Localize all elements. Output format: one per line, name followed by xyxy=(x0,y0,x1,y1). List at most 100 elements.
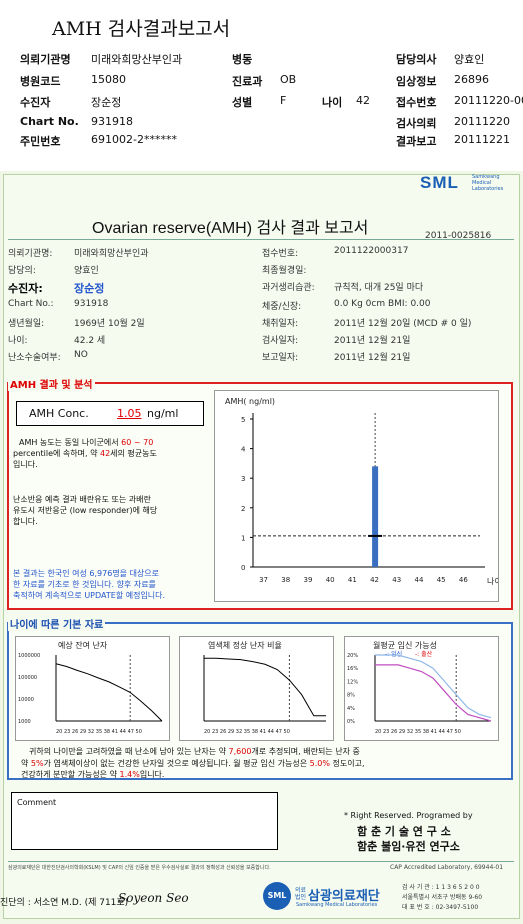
y-tick-label: 10000 xyxy=(18,697,34,703)
x-tick-labels: 20 23 26 29 32 35 38 41 44 47 50 xyxy=(204,729,290,735)
info-right-label: 과거생리습관: xyxy=(262,283,315,293)
y-tick-label: 5 xyxy=(241,416,245,424)
info-left-label: 의뢰기관명: xyxy=(8,249,53,259)
header-value: 양효인 xyxy=(454,53,485,66)
normal-egg-ratio-chart: 염색체 정상 난자 비율 20 23 26 29 32 35 38 41 44 4… xyxy=(179,636,334,741)
header-value: 42 xyxy=(356,94,370,107)
sml-logo-sub: Samkwang Medical Laboratories xyxy=(472,174,504,192)
info-left-label: Chart No.: xyxy=(8,299,54,309)
amh-text-3: 입니다. xyxy=(13,460,38,469)
info-left-label: 담당의: xyxy=(8,266,36,276)
basic-section-title: 나이에 따른 기본 자료 xyxy=(8,616,106,631)
amh-text-2: percentile에 속하며, 약 42세의 평균농도 xyxy=(13,449,157,458)
info-right-label: 체중/신장: xyxy=(262,302,302,312)
report-id: 2011-0025816 xyxy=(425,231,492,241)
info-right-value: 0.0 Kg 0cm BMI: 0.00 xyxy=(334,299,431,309)
y-tick-label: 100000 xyxy=(18,675,37,681)
rights-line-3: 함춘 불임·유전 연구소 xyxy=(357,840,460,853)
info-left-label: 나이: xyxy=(8,336,28,346)
x-tick-label: 45 xyxy=(437,576,446,584)
amh-conc-unit: ng/ml xyxy=(147,407,179,420)
rights-line-1: * Right Reserved. Programed by xyxy=(344,811,473,820)
header-label: 나이 xyxy=(322,96,343,109)
comment-label: Comment xyxy=(17,798,57,807)
sml-circle-logo: SML xyxy=(263,882,291,910)
header-value: OB xyxy=(280,73,297,86)
info-right-value: 규칙적, 대개 25일 마다 xyxy=(334,283,424,293)
info-left-label: 생년월일: xyxy=(8,319,45,329)
basic-data-section: 예상 잔여 난자 20 23 26 29 32 35 38 41 44 47 50… xyxy=(7,622,513,780)
amh-section-title: AMH 결과 및 분석 xyxy=(8,376,95,391)
header-label: 수진자 xyxy=(20,96,51,109)
amh-range-bar xyxy=(372,466,379,567)
x-axis-label: 나이 xyxy=(487,576,499,586)
info-left-value: 931918 xyxy=(74,299,109,309)
x-tick-label: 41 xyxy=(348,576,357,584)
y-tick-label: 16% xyxy=(347,666,358,672)
amh-conc-label: AMH Conc. xyxy=(29,407,89,420)
report-heading: Ovarian reserve(AMH) 검사 결과 보고서 xyxy=(92,220,369,237)
info-right-value: 2011년 12월 20일 (MCD # 0 일) xyxy=(334,319,472,329)
addr-1: 검 사 기 관 : 1 1 3 6 5 2 0 0 xyxy=(402,884,480,891)
x-tick-label: 42 xyxy=(370,576,379,584)
chart-title: 월평균 임신 가능성 xyxy=(373,640,437,650)
y-axis-label: AMH( ng/ml) xyxy=(225,397,275,406)
header-label: 검사의뢰 xyxy=(396,117,437,130)
header-value: 691002-2****** xyxy=(91,133,177,146)
y-tick-label: 8% xyxy=(347,693,355,699)
info-right-value: 2011년 12월 21일 xyxy=(334,336,411,346)
header-label: 병동 xyxy=(232,53,253,66)
amh-text-1: AMH 농도는 동일 나이군에서 60 ~ 70 xyxy=(19,438,154,447)
amh-conc-value: 1.05 xyxy=(117,407,142,420)
header-label: 의뢰기관명 xyxy=(20,53,71,66)
foundation-en: Samkwang Medical Laboratories xyxy=(296,902,378,908)
y-tick-label: 20% xyxy=(347,653,358,659)
report-title: AMH 검사결과보고서 xyxy=(52,18,231,40)
amh-text-6: 합니다. xyxy=(13,517,38,526)
header-label: 접수번호 xyxy=(396,96,437,109)
doctor-name: 진단의 : 서소연 M.D. (제 711호) xyxy=(0,898,129,908)
amh-chart: AMH( ng/ml)01234537383940414243444546나이 xyxy=(214,390,499,602)
x-tick-labels: 20 23 26 29 32 35 38 41 44 47 50 xyxy=(56,729,142,735)
legend-birth: -: 출산 xyxy=(415,650,433,658)
y-tick-label: 1000 xyxy=(18,719,31,725)
header-label: 담당의사 xyxy=(396,53,437,66)
header-value: 20111221 xyxy=(454,133,510,146)
x-tick-labels: 20 23 26 29 32 35 38 41 44 47 50 xyxy=(375,729,461,735)
x-tick-label: 44 xyxy=(415,576,424,584)
x-tick-label: 39 xyxy=(304,576,313,584)
info-right-value: 2011년 12월 21일 xyxy=(334,353,411,363)
y-tick-label: 4% xyxy=(347,706,355,712)
amh-section: AMH Conc. 1.05 ng/ml AMH 농도는 동일 나이군에서 60… xyxy=(7,382,513,610)
header-value: 15080 xyxy=(91,73,126,86)
info-left-value: NO xyxy=(74,350,88,360)
y-tick-label: 12% xyxy=(347,679,358,685)
amh-note-3: 축적하여 계속적으로 UPDATE할 예정입니다. xyxy=(13,591,166,600)
cert-text: 삼광의료재단은 대한진단검사의학회(KSLM) 및 CAP의 신임 인증을 받은… xyxy=(8,865,271,871)
footer-divider xyxy=(8,861,514,862)
addr-3: 대 표 번 호 : 02-3497-5100 xyxy=(402,904,479,911)
chart-title: 예상 잔여 난자 xyxy=(58,640,108,650)
amh-conc-box: AMH Conc. 1.05 ng/ml xyxy=(16,401,204,426)
x-tick-label: 40 xyxy=(326,576,335,584)
chart-title: 염색체 정상 난자 비율 xyxy=(208,640,282,650)
foundation-prefix: 의료법인 xyxy=(295,887,307,901)
legend-pregnancy: -: 임신 xyxy=(385,650,402,658)
pregnancy-chance-chart: 월평균 임신 가능성 20 23 26 29 32 35 38 41 44 47 … xyxy=(344,636,499,741)
remaining-eggs-line xyxy=(55,663,163,722)
info-right-label: 최종월경일: xyxy=(262,266,307,276)
header-label: 결과보고 xyxy=(396,135,437,148)
addr-2: 서울특별시 서초구 방배동 9-60 xyxy=(402,894,483,901)
x-tick-label: 46 xyxy=(459,576,468,584)
header-label: Chart No. xyxy=(20,115,79,128)
header-label: 병원코드 xyxy=(20,75,61,88)
series-line-birth xyxy=(375,664,492,722)
y-tick-label: 0% xyxy=(347,719,355,725)
info-right-label: 채취일자: xyxy=(262,319,299,329)
foundation-name: 삼광의료재단 xyxy=(308,889,380,904)
header-value: F xyxy=(280,94,287,107)
header-value: 장순정 xyxy=(91,96,122,109)
cap-text: CAP Accredited Laboratory, 69944-01 xyxy=(390,864,504,871)
info-left-value: 1969년 10월 2일 xyxy=(74,319,145,329)
signature: Soyeon Seo xyxy=(118,891,189,905)
